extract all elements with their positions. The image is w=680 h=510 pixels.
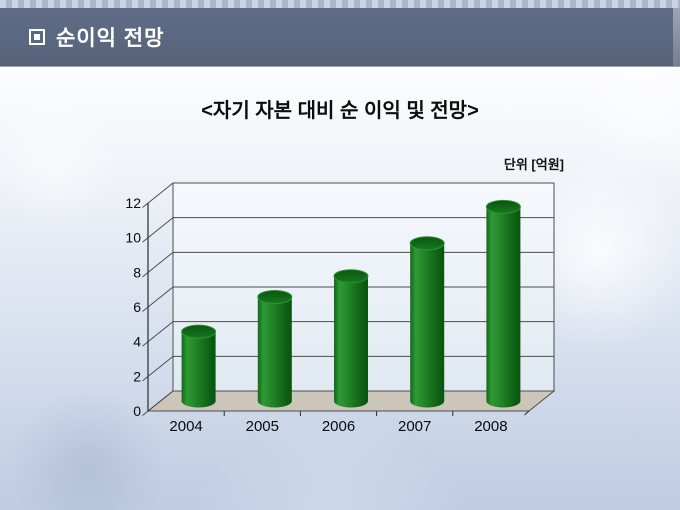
y-tick-4 — [143, 322, 174, 347]
y-tick-8 — [143, 252, 174, 277]
y-axis-label-4: 4 — [133, 334, 141, 350]
y-axis-label-8: 8 — [133, 264, 141, 280]
cylinder-bar-2006 — [334, 270, 368, 408]
x-axis-label-2006: 2006 — [322, 418, 355, 435]
cylinder-top — [334, 270, 368, 283]
y-tick-12 — [143, 183, 174, 208]
cylinder-body — [258, 297, 292, 401]
y-axis-label-6: 6 — [133, 299, 141, 315]
cylinder-body — [182, 332, 216, 401]
y-axis-label-12: 12 — [125, 195, 141, 211]
cylinder-top — [410, 237, 444, 250]
x-axis-label-2007: 2007 — [398, 418, 431, 435]
presentation-slide: 순이익 전망 <자기 자본 대비 순 이익 및 전망> 단위 [억원] 0246… — [0, 0, 680, 510]
cylinder-bar-2008 — [486, 200, 520, 407]
cylinder-top — [182, 325, 216, 338]
x-axis-label-2008: 2008 — [474, 418, 507, 435]
cylinder-bar-2007 — [410, 237, 444, 408]
y-axis-label-10: 10 — [125, 230, 141, 246]
cylinder-bar-2004 — [182, 325, 216, 407]
y-tick-6 — [143, 287, 174, 312]
cylinder-body — [410, 243, 444, 401]
cylinder-body — [334, 276, 368, 401]
x-axis-label-2005: 2005 — [246, 418, 279, 435]
cylinder-bar-2005 — [258, 291, 292, 408]
x-axis-end-tick — [525, 411, 530, 415]
y-tick-10 — [143, 218, 174, 243]
y-axis-label-2: 2 — [133, 368, 141, 384]
x-axis-label-2004: 2004 — [169, 418, 202, 435]
cylinder-top — [486, 200, 520, 213]
y-axis-label-0: 0 — [133, 403, 141, 419]
cylinder-top — [258, 291, 292, 304]
y-tick-2 — [143, 356, 174, 381]
cylinder-bar-chart: 0 2 4 6 8 10 12 2004 2005 2006 2007 2008 — [0, 0, 680, 510]
cylinder-body — [486, 207, 520, 401]
